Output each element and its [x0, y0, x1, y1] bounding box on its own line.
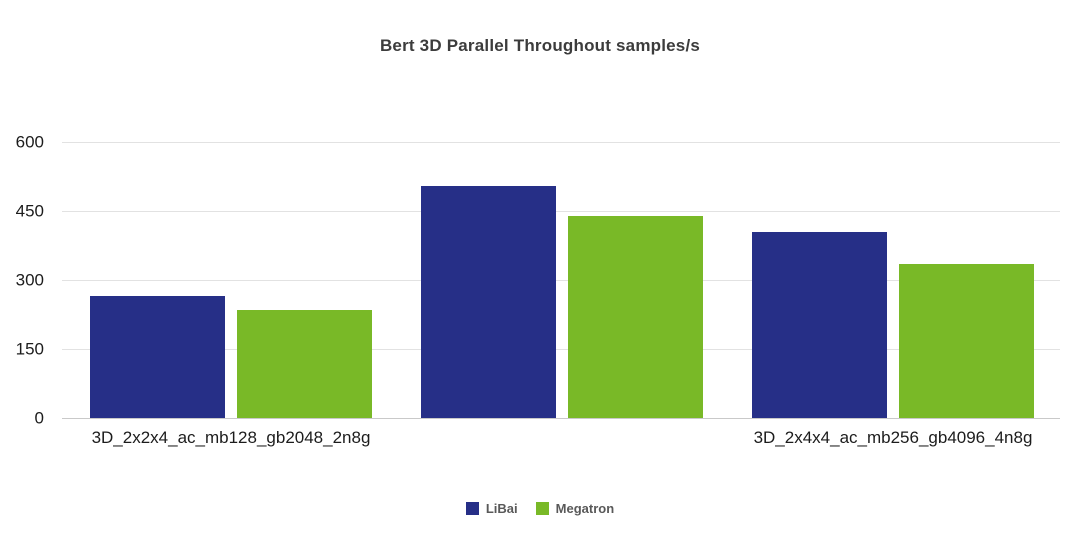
bar-groups — [62, 142, 1060, 418]
x-axis-labels: 3D_2x2x4_ac_mb128_gb2048_2n8g 3D_2x4x4_ac… — [62, 428, 1060, 448]
y-axis-tick-0: 0 — [34, 408, 44, 428]
legend-label-megatron: Megatron — [555, 501, 615, 516]
gridline-300 — [62, 280, 1060, 281]
y-axis-tick-450: 450 — [15, 201, 44, 221]
x-axis-label-0: 3D_2x2x4_ac_mb128_gb2048_2n8g — [91, 428, 371, 447]
gridline-600 — [62, 142, 1060, 143]
legend-swatch-libai — [465, 502, 479, 515]
y-axis-tick-150: 150 — [15, 339, 44, 359]
legend-label-libai: LiBai — [485, 501, 518, 516]
x-axis-label-2: 3D_2x4x4_ac_mb256_gb4096_4n8g — [753, 428, 1033, 447]
bar-libai-2 — [752, 231, 887, 418]
legend: LiBai Megatron — [0, 501, 1080, 516]
bar-megatron-1 — [568, 215, 703, 418]
legend-swatch-megatron — [535, 502, 549, 515]
bar-group-0 — [90, 142, 372, 418]
chart-title: Bert 3D Parallel Throughout samples/s — [379, 36, 701, 55]
y-axis-tick-600: 600 — [15, 132, 44, 152]
bar-libai-1 — [421, 185, 556, 418]
bar-group-2 — [752, 142, 1034, 418]
x-axis-label-1 — [421, 428, 703, 448]
legend-item-libai: LiBai — [465, 501, 518, 516]
bar-megatron-0 — [237, 309, 372, 418]
y-axis-tick-300: 300 — [15, 270, 44, 290]
bar-libai-0 — [90, 296, 225, 418]
bar-group-1 — [421, 142, 703, 418]
legend-item-megatron: Megatron — [535, 501, 615, 516]
plot-area: 0 150 300 450 600 — [16, 134, 1060, 427]
gridline-450 — [62, 211, 1060, 212]
bar-megatron-2 — [899, 263, 1034, 418]
gridline-0 — [62, 418, 1060, 419]
gridline-150 — [62, 349, 1060, 350]
